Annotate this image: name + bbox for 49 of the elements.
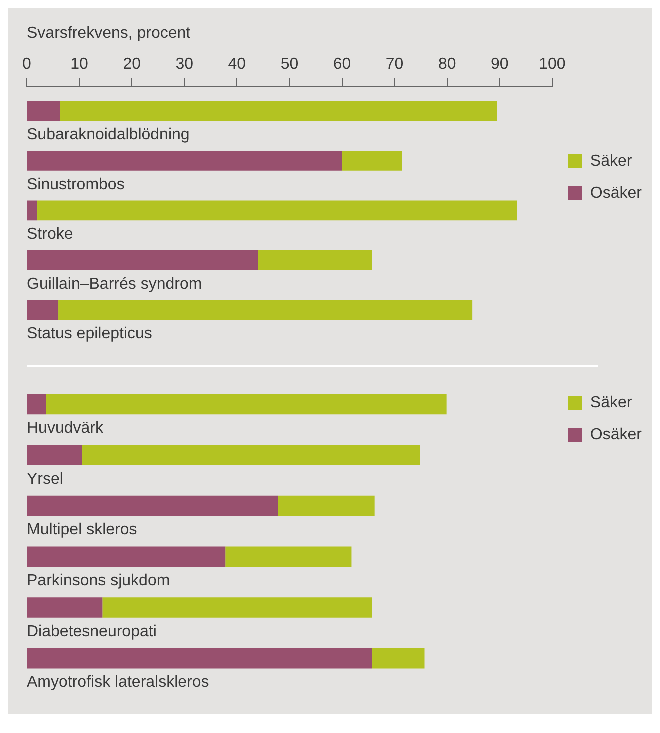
bar [60, 101, 498, 122]
legend-label: Säker [590, 394, 633, 412]
legend-label: Osäker [590, 184, 643, 202]
category-label: Diabetesneuropati [27, 623, 157, 640]
x-axis-title: Svarsfrekvens, procent [27, 25, 192, 42]
y-tick-label: Guillain–Barrés syndrom [27, 276, 202, 293]
y-tick-label: Status epilepticus [27, 325, 152, 342]
bar [342, 151, 402, 171]
bar [82, 445, 420, 466]
x-tick-label: 30 [176, 56, 194, 74]
bar [27, 598, 103, 618]
category-label: Multipel skleros [27, 522, 138, 539]
x-tick-label: 10 [70, 56, 89, 74]
bar [27, 496, 278, 516]
x-tick-label: 90 [490, 56, 509, 74]
bar [28, 101, 60, 122]
x-tick-label: 70 [386, 56, 404, 74]
x-tick-label: 100 [539, 56, 566, 74]
x-tick-label: 40 [228, 56, 246, 74]
y-tick-label: Stroke [27, 226, 74, 244]
x-tick-label: 50 [280, 56, 299, 74]
category-label: Yrsel [27, 470, 64, 488]
bar [28, 200, 38, 221]
bar [58, 300, 473, 320]
bar [28, 250, 258, 270]
bar [28, 151, 342, 171]
bar [27, 648, 372, 669]
x-tick-label: 60 [333, 56, 352, 74]
bar [278, 496, 375, 516]
category-label: Parkinsons sjukdom [27, 572, 170, 590]
bar [28, 300, 59, 320]
category-label: Huvudvärk [27, 420, 104, 437]
bar [102, 598, 372, 618]
bar [27, 445, 82, 466]
category-label: Amyotrofisk lateralskleros [27, 674, 210, 692]
bar [226, 546, 352, 568]
bar [27, 546, 226, 568]
y-tick-label: Sinustrombos [27, 176, 125, 194]
legend-label: Osäker [590, 426, 643, 444]
bar [27, 394, 46, 415]
bar [46, 394, 447, 415]
bar [372, 648, 425, 669]
y-tick-label: Subaraknoidalblödning [27, 126, 190, 144]
x-tick-label: 20 [123, 56, 142, 74]
bar [38, 200, 518, 221]
legend-label: Säker [590, 152, 633, 170]
x-tick-label: 80 [438, 56, 456, 74]
x-tick-label: 0 [22, 56, 32, 74]
bar [258, 250, 372, 270]
